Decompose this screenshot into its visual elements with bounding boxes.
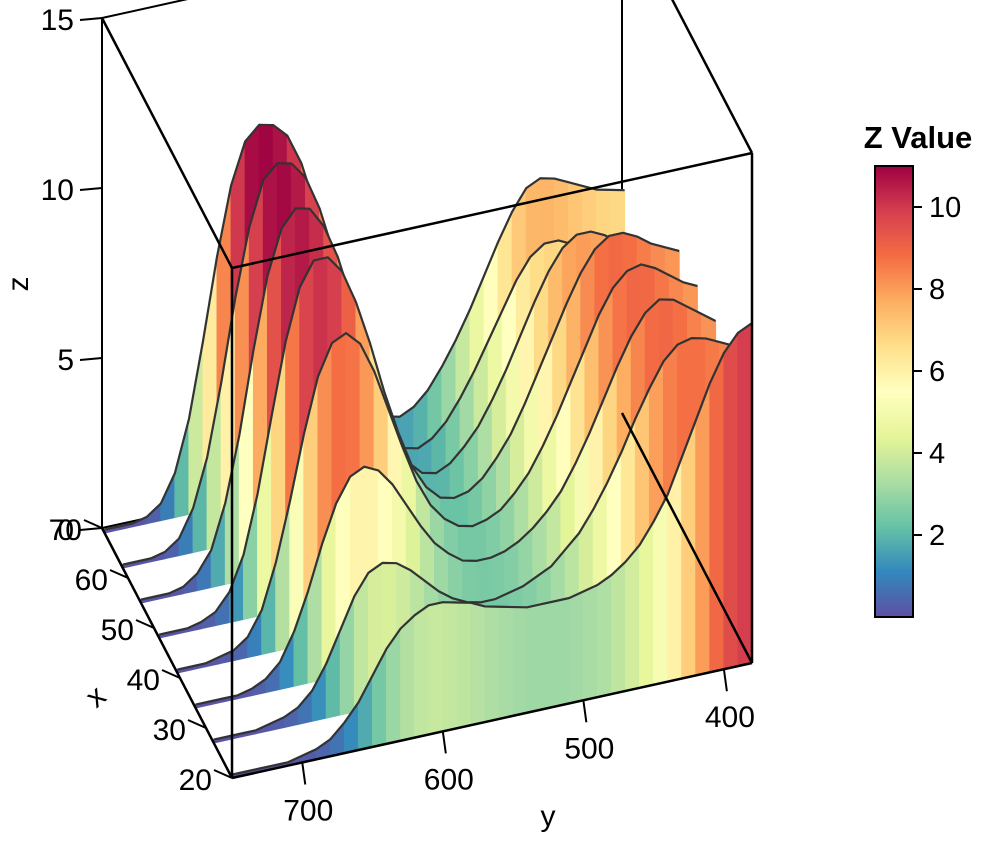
ribbon-segment xyxy=(723,331,739,670)
ribbon-segment xyxy=(610,560,627,695)
ribbon-segment xyxy=(639,519,655,689)
y-axis-title: y xyxy=(541,800,556,833)
ribbon-segment xyxy=(400,614,416,742)
z-tick-label: 15 xyxy=(41,4,74,37)
box-edge xyxy=(100,527,234,779)
ribbon-segment xyxy=(512,606,528,717)
y-tick xyxy=(441,731,447,754)
y-tick-label: 400 xyxy=(705,701,755,734)
ribbon-outline xyxy=(231,322,753,776)
ribbon-segment xyxy=(283,706,299,729)
ribbon-segment xyxy=(625,543,641,692)
ribbon-segment xyxy=(297,689,313,725)
box-front-edges xyxy=(100,0,754,780)
legend-tick-label: 8 xyxy=(929,274,945,306)
z-tick xyxy=(79,17,103,21)
z-tick-label: 5 xyxy=(57,344,74,377)
ribbon-segment xyxy=(470,602,486,726)
y-tick-label: 500 xyxy=(564,732,614,765)
y-tick xyxy=(582,700,588,723)
ribbon-segment xyxy=(329,721,345,757)
z-tick xyxy=(79,187,103,191)
x-tick-label: 20 xyxy=(179,764,212,797)
ribbon-segment xyxy=(568,590,584,705)
ribbon-outline xyxy=(158,231,680,636)
x-tick-label: 70 xyxy=(49,514,82,547)
legend-tick-label: 10 xyxy=(929,192,961,224)
x-axis-title: x xyxy=(80,679,113,714)
box-edge xyxy=(231,661,753,780)
ribbon-segment xyxy=(414,604,430,739)
x-tick xyxy=(135,619,155,629)
ribbon-segment xyxy=(737,322,753,667)
ribbon-segment xyxy=(554,597,570,708)
z-tick-label: 0 xyxy=(57,514,74,547)
ribbon-segment xyxy=(596,574,612,698)
ribbon-segment xyxy=(442,601,458,733)
legend-tick-label: 6 xyxy=(929,356,945,388)
ribbon-outline xyxy=(195,298,717,706)
box-edge xyxy=(620,412,754,664)
legend-tick-label: 2 xyxy=(929,520,945,552)
y-tick xyxy=(722,669,728,692)
axes: 0 5 10 15 700 600 500 400 20 30 40 50 60 70 xyxy=(41,4,755,827)
ribbon-segment xyxy=(653,494,669,686)
y-tick xyxy=(301,762,307,785)
ribbon-segment xyxy=(709,352,725,673)
color-legend: Z Value 2 4 6 8 10 xyxy=(864,120,973,618)
x-tick-label: 60 xyxy=(75,564,108,597)
ribbon-segment xyxy=(540,600,556,711)
y-tick-label: 700 xyxy=(283,794,333,827)
ribbon-segment xyxy=(695,383,711,677)
x-tick xyxy=(213,769,233,779)
x-tick-label: 30 xyxy=(153,714,186,747)
legend-ticks: 2 4 6 8 10 xyxy=(913,192,961,552)
ribbon-segment xyxy=(498,606,514,720)
x-tick-label: 50 xyxy=(101,614,134,647)
ribbon-segment xyxy=(582,584,598,701)
x-tick xyxy=(83,519,103,529)
box-edge xyxy=(671,0,754,154)
ribbons xyxy=(104,123,753,779)
z-tick xyxy=(79,527,103,531)
ribbon-segment xyxy=(484,605,500,723)
z-tick-label: 10 xyxy=(41,174,74,207)
ribbon-outline xyxy=(177,263,698,671)
z-axis-title: z xyxy=(2,277,35,292)
y-tick-label: 600 xyxy=(424,763,474,796)
box-edge xyxy=(101,0,189,19)
x-tick xyxy=(109,569,129,579)
box-edge xyxy=(231,151,753,270)
ribbon-segment xyxy=(428,601,444,736)
legend-tick-label: 4 xyxy=(929,438,945,470)
ribbon-outline xyxy=(213,337,735,741)
ribbon-segment xyxy=(526,603,542,714)
ribbon-segment xyxy=(456,601,472,729)
legend-title: Z Value xyxy=(864,120,973,155)
x-tick xyxy=(161,669,181,679)
box-edge xyxy=(100,17,234,269)
z-tick xyxy=(79,357,103,361)
x-tick-label: 40 xyxy=(127,664,160,697)
legend-colorbar xyxy=(874,165,914,618)
x-tick xyxy=(187,719,207,729)
